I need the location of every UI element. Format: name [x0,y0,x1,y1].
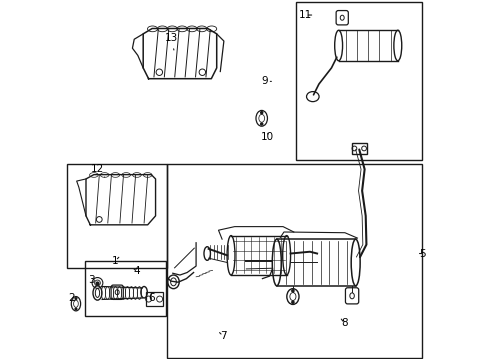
Text: 13: 13 [164,33,177,50]
Text: 9: 9 [261,76,271,86]
Circle shape [291,301,293,303]
Text: 6: 6 [148,293,154,303]
Text: 2: 2 [68,293,75,303]
Text: 10: 10 [261,132,274,142]
Text: 11: 11 [298,10,311,20]
Circle shape [75,298,77,300]
Text: 7: 7 [219,331,226,341]
Bar [167,164,421,357]
Circle shape [75,308,77,310]
Text: 12: 12 [91,164,104,177]
Bar [85,261,165,316]
Text: 1: 1 [112,256,119,266]
Text: 4: 4 [133,266,140,276]
Bar [296,3,421,160]
Circle shape [291,290,293,292]
Text: 8: 8 [341,319,347,328]
Circle shape [260,123,262,125]
Text: 5: 5 [418,248,425,258]
Bar [67,164,167,268]
Text: 3: 3 [87,275,97,285]
Circle shape [260,112,262,114]
